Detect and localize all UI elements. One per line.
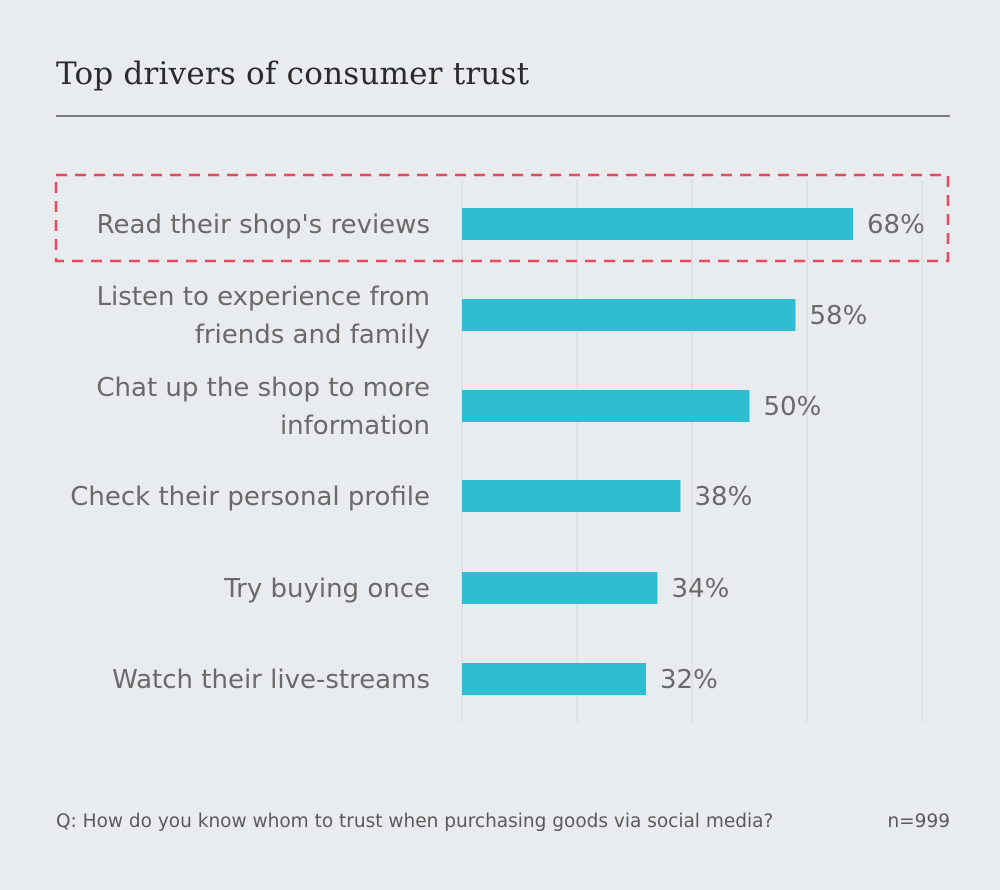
bar-value-label: 32% (660, 665, 718, 695)
category-label: Read their shop's reviews (97, 210, 430, 240)
category-label: friends and family (195, 320, 430, 350)
bar-value-label: 34% (672, 574, 730, 604)
sample-size-label: n=999 (887, 811, 950, 832)
bar (462, 299, 796, 331)
bar (462, 663, 646, 695)
bar-value-label: 58% (810, 301, 868, 331)
category-label: Listen to experience from (97, 282, 430, 312)
bar (462, 480, 681, 512)
bar-value-label: 50% (764, 392, 822, 422)
highlight-box (54, 173, 950, 263)
bar (462, 208, 853, 240)
chart-title: Top drivers of consumer trust (56, 56, 530, 92)
survey-question-footnote: Q: How do you know whom to trust when pu… (56, 811, 774, 832)
bar (462, 390, 750, 422)
category-label: Try buying once (223, 574, 430, 604)
bar-value-label: 38% (695, 482, 753, 512)
category-label: Watch their live-streams (112, 665, 430, 695)
category-label: information (280, 411, 430, 441)
title-divider (56, 115, 950, 117)
category-label: Check their personal profile (70, 482, 430, 512)
bar-value-label: 68% (867, 210, 925, 240)
bar (462, 572, 658, 604)
category-label: Chat up the shop to more (96, 373, 430, 403)
